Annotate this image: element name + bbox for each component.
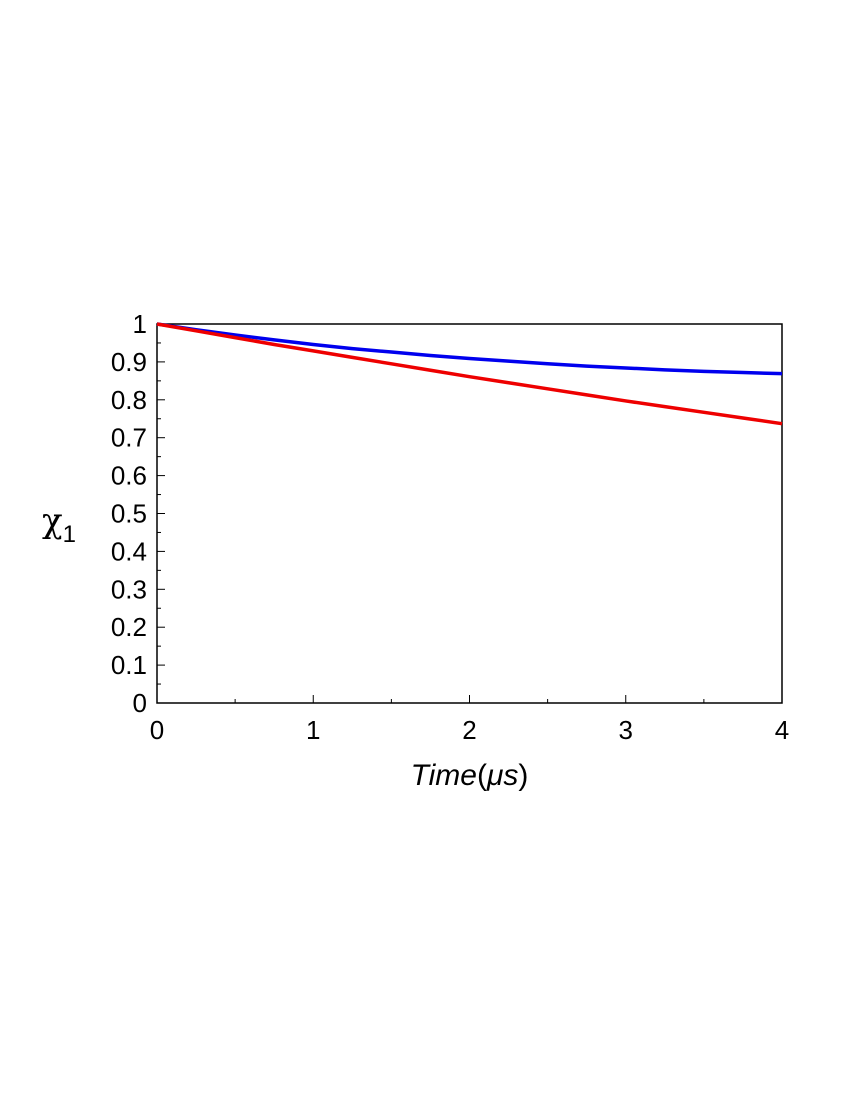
x-axis-label: Time(μs) xyxy=(411,759,529,792)
series-line-red xyxy=(156,322,783,426)
y-tick-label: 0.6 xyxy=(111,461,147,491)
x-tick-label: 2 xyxy=(462,715,476,745)
x-tick-label: 1 xyxy=(306,715,320,745)
y-tick-label: 0.7 xyxy=(111,423,147,453)
y-tick-label: 0.4 xyxy=(111,536,147,566)
x-axis-label-main: Time xyxy=(411,759,477,792)
ticks: 0 1 2 3 4 0 0.1 0.2 0.3 0.4 0.5 0.6 0.7 0.8 0.9 1 xyxy=(111,309,789,745)
y-tick-label: 0.5 xyxy=(111,499,147,529)
series-layer xyxy=(156,322,783,426)
y-axis-label-subscript: 1 xyxy=(63,521,76,548)
y-tick-label: 1 xyxy=(133,309,147,339)
y-axis-label-symbol: χ xyxy=(42,501,63,541)
y-axis-label: χ1 xyxy=(42,501,76,548)
y-tick-label: 0.3 xyxy=(111,574,147,604)
x-axis-label-open-paren: ( xyxy=(477,759,487,792)
y-tick-label: 0.1 xyxy=(111,650,147,680)
x-tick-label: 3 xyxy=(619,715,633,745)
y-tick-label: 0.9 xyxy=(111,347,147,377)
y-tick-label: 0 xyxy=(133,688,147,718)
y-tick-label: 0.8 xyxy=(111,385,147,415)
x-axis-label-close-paren: ) xyxy=(518,759,528,792)
x-tick-label: 0 xyxy=(150,715,164,745)
x-tick-label: 4 xyxy=(775,715,789,745)
x-axis-label-unit: μs xyxy=(486,759,518,792)
y-tick-label: 0.2 xyxy=(111,612,147,642)
plot-frame xyxy=(156,323,783,704)
series-line-blue xyxy=(156,322,783,376)
